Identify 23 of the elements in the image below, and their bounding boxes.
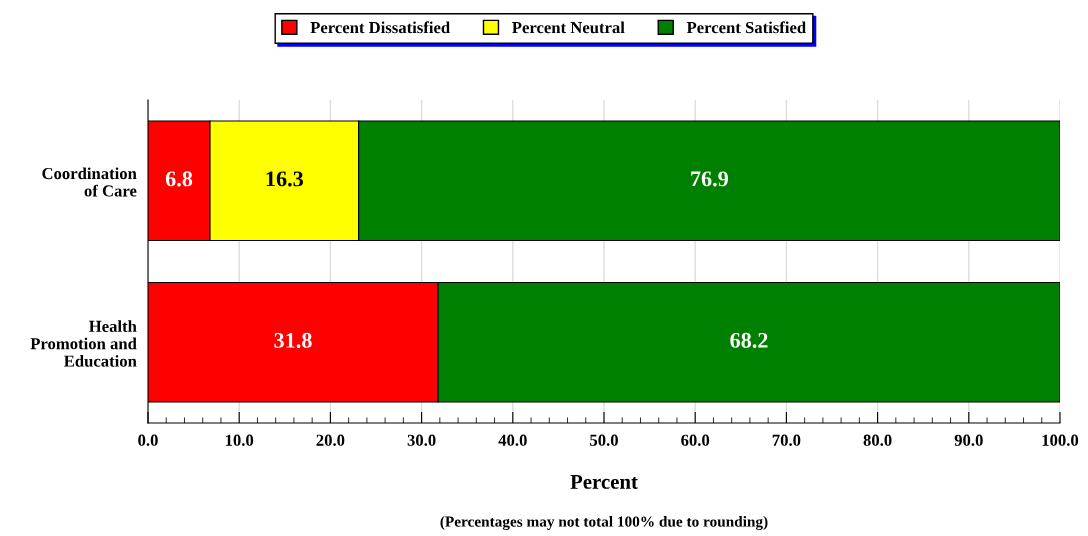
x-tick-label: 70.0 [772, 434, 801, 446]
x-tick-label: 100.0 [1042, 434, 1079, 446]
y-tick-label: Health Promotion and Education [30, 320, 137, 367]
data-label: 68.2 [730, 332, 768, 348]
x-tick-label: 50.0 [590, 434, 618, 446]
x-tick-label: 30.0 [407, 434, 436, 446]
x-tick-label: 90.0 [954, 434, 983, 446]
data-label: 6.8 [165, 171, 193, 187]
data-label: 76.9 [691, 171, 728, 187]
text: (Percentages may not total 100% due to rounding) [440, 516, 768, 530]
data-label: 16.3 [266, 171, 304, 187]
x-tick-label: 40.0 [498, 434, 527, 446]
x-tick-label: 10.0 [225, 434, 254, 446]
x-tick-label: 60.0 [681, 434, 710, 446]
y-tick-label: Coordination of Care [42, 167, 137, 197]
x-axis-title: Percent [570, 475, 638, 489]
legend-label: Percent Satisfied [686, 21, 806, 34]
data-label: 31.8 [274, 332, 312, 348]
legend-label: Percent Dissatisfied [310, 21, 450, 34]
legend-label: Percent Neutral [512, 21, 625, 34]
x-tick-label: 20.0 [316, 434, 345, 446]
x-tick-label: 80.0 [863, 434, 892, 446]
x-tick-label: 0.0 [138, 434, 158, 446]
